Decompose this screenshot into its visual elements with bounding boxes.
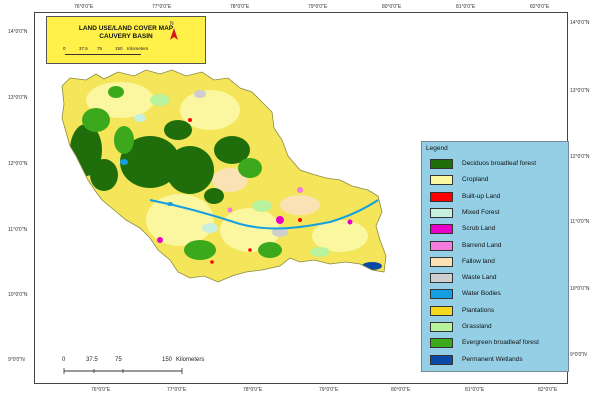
small-scale-3: 150 [115,46,123,51]
scale-label-0: 0 [62,357,66,363]
top-lon-label: 80°0'0"E [382,4,402,10]
legend-swatch [430,256,453,267]
small-scale-1: 37.5 [79,46,88,51]
main-scale-bar [63,368,183,374]
bottom-lon-label: 78°0'0"E [243,387,263,393]
left-lat-label: 14°0'0"N [8,29,28,35]
left-lat-label: 9°0'0"N [8,357,25,363]
legend-label: Waste Land [462,274,497,282]
legend-swatch [430,273,453,284]
bottom-lon-label: 80°0'0"E [391,387,411,393]
left-lat-label: 11°0'0"N [8,227,28,233]
top-lon-label: 82°0'0"E [530,4,550,10]
small-scale-unit: Kilometers [127,46,149,51]
legend-swatch [430,305,453,316]
legend-swatch [430,175,453,186]
scale-label-1: 37.5 [86,357,98,363]
legend-label: Permanent Wetlands [462,355,523,363]
scale-label-unit: Kilometers [176,357,205,363]
map-subtitle: CAUVERY BASIN [99,33,153,40]
small-scale-bar [65,54,141,55]
top-lon-label: 78°0'0"E [230,4,250,10]
legend-swatch [430,224,453,235]
top-lon-label: 76°0'0"E [74,4,94,10]
legend-label: Barrend Land [462,241,502,249]
legend-label: Scrub Land [462,225,496,233]
legend-label: Mixed Forest [462,208,500,216]
legend-title: Legend [426,145,448,152]
north-arrow-icon [170,28,178,40]
bottom-lon-label: 81°0'0"E [465,387,485,393]
top-lon-label: 81°0'0"E [456,4,476,10]
legend-label: Plantations [462,306,495,314]
top-lon-label: 79°0'0"E [308,4,328,10]
north-label: N [170,21,174,27]
legend-label: Cropland [462,176,489,184]
legend-panel: Legend Deciduos broadleaf forest Cropland… [421,141,569,372]
legend-swatch [430,191,453,202]
legend-swatch [430,207,453,218]
legend-label: Water Bodies [462,290,501,298]
legend-swatch [430,289,453,300]
small-scale-0: 0 [63,46,66,51]
legend-label: Fallow land [462,257,495,265]
legend-swatch [430,322,453,332]
bottom-lon-label: 79°0'0"E [319,387,339,393]
small-scale-2: 75 [97,46,103,51]
top-lon-label: 77°0'0"E [152,4,172,10]
legend-label: Built-up Land [462,192,501,200]
right-lat-label: 10°0'0"N [570,286,590,292]
legend-swatch [430,338,453,349]
right-lat-label: 13°0'0"N [570,88,590,94]
bottom-lon-label: 82°0'0"E [538,387,558,393]
right-lat-label: 9°0'0"N [570,352,587,358]
left-lat-label: 13°0'0"N [8,95,28,101]
scale-label-3: 150 [162,357,173,363]
legend-label: Grassland [462,323,492,330]
legend-label: Deciduos broadleaf forest [462,160,537,167]
legend-swatch [430,240,453,251]
bottom-lon-label: 77°0'0"E [167,387,187,393]
left-lat-label: 12°0'0"N [8,161,28,167]
scale-label-2: 75 [115,357,122,363]
right-lat-label: 14°0'0"N [570,20,590,26]
map-title-box: LAND USE/LAND COVER MAP CAUVERY BASIN N … [46,16,206,64]
map-title: LAND USE/LAND COVER MAP [78,25,174,32]
legend-swatch [430,354,453,365]
legend-label: Evergreen broadleaf forest [462,339,539,347]
left-lat-label: 10°0'0"N [8,292,28,298]
bottom-lon-label: 76°0'0"E [91,387,111,393]
right-lat-label: 12°0'0"N [570,154,590,160]
legend-swatch [430,159,453,169]
right-lat-label: 11°0'0"N [570,219,590,225]
